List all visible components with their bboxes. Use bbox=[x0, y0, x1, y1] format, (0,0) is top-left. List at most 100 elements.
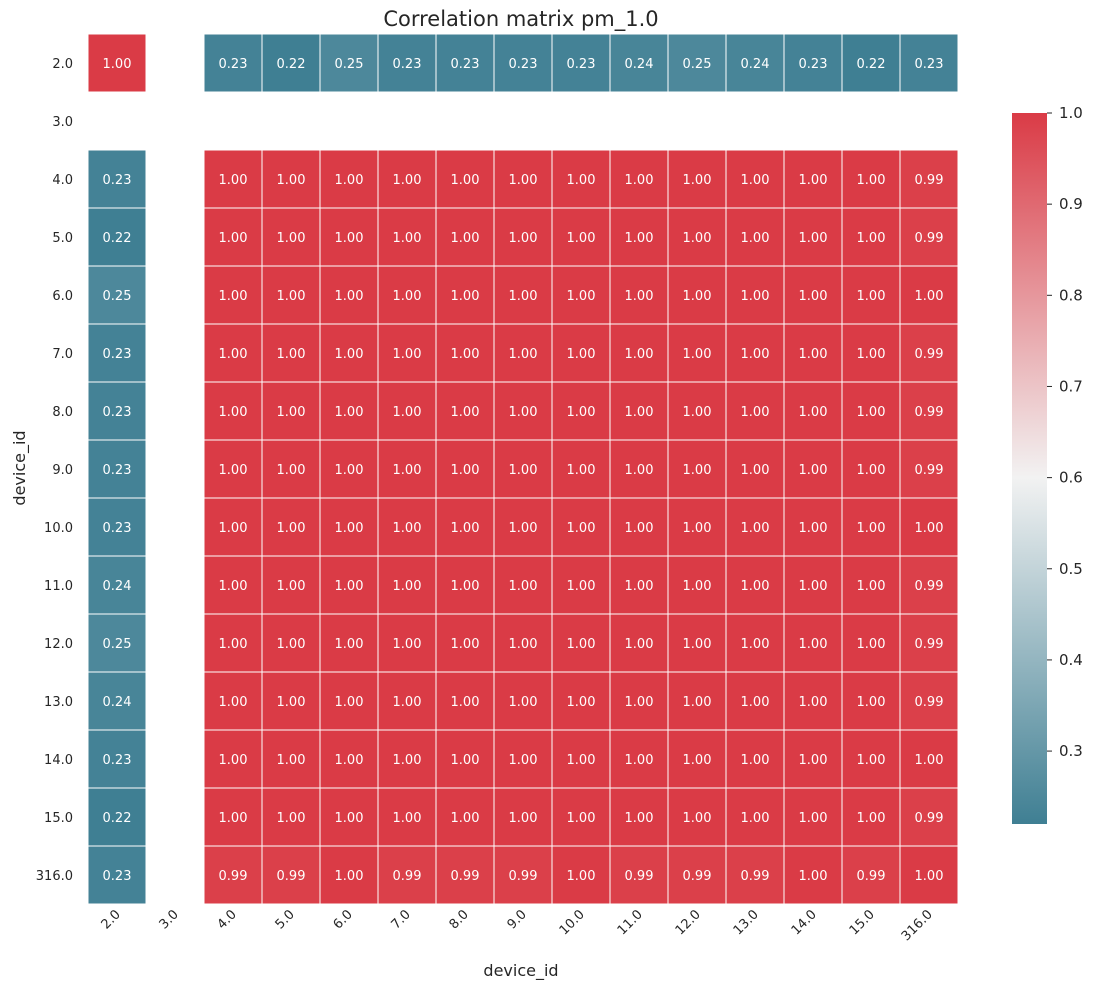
heatmap-cell bbox=[667, 323, 727, 383]
cell-value-label: 1.00 bbox=[335, 811, 364, 826]
cell-value-label: 1.00 bbox=[219, 695, 248, 710]
x-tick-label: 6.0 bbox=[331, 907, 356, 932]
heatmap-cell bbox=[87, 207, 147, 267]
heatmap-cell bbox=[493, 497, 553, 557]
y-tick-label: 6.0 bbox=[52, 289, 73, 304]
cell-value-label: 0.25 bbox=[683, 57, 712, 72]
cell-value-label: 0.99 bbox=[915, 173, 944, 188]
cell-value-label: 0.24 bbox=[103, 695, 132, 710]
colorbar-tick-label: 0.5 bbox=[1059, 560, 1083, 578]
cell-value-label: 1.00 bbox=[857, 231, 886, 246]
cell-value-label: 1.00 bbox=[451, 695, 480, 710]
heatmap-cell bbox=[609, 381, 669, 441]
cell-value-label: 1.00 bbox=[335, 579, 364, 594]
cell-value-label: 1.00 bbox=[335, 231, 364, 246]
x-tick-label: 12.0 bbox=[673, 907, 704, 938]
heatmap-cell bbox=[377, 33, 437, 93]
cell-value-label: 0.23 bbox=[393, 57, 422, 72]
x-tick-label: 316.0 bbox=[899, 907, 936, 944]
cell-value-label: 0.99 bbox=[857, 869, 886, 884]
heatmap-cell bbox=[377, 787, 437, 847]
cell-value-label: 1.00 bbox=[683, 463, 712, 478]
cell-value-label: 1.00 bbox=[335, 753, 364, 768]
cell-value-label: 1.00 bbox=[625, 637, 654, 652]
cell-value-label: 1.00 bbox=[567, 753, 596, 768]
cell-value-label: 1.00 bbox=[219, 173, 248, 188]
heatmap-cell bbox=[899, 33, 959, 93]
cell-value-label: 1.00 bbox=[799, 173, 828, 188]
heatmap-cell bbox=[551, 671, 611, 731]
x-tick-label: 10.0 bbox=[557, 907, 588, 938]
cell-value-label: 1.00 bbox=[741, 521, 770, 536]
cell-value-label: 1.00 bbox=[219, 405, 248, 420]
heatmap-cell bbox=[551, 207, 611, 267]
heatmap-cell bbox=[493, 845, 553, 905]
cell-value-label: 1.00 bbox=[625, 231, 654, 246]
cell-value-label: 1.00 bbox=[219, 521, 248, 536]
heatmap-cell bbox=[551, 787, 611, 847]
heatmap-cell bbox=[261, 323, 321, 383]
cell-value-label: 1.00 bbox=[567, 869, 596, 884]
cell-value-label: 1.00 bbox=[625, 811, 654, 826]
cell-value-label: 1.00 bbox=[915, 521, 944, 536]
cell-value-label: 1.00 bbox=[683, 579, 712, 594]
cell-value-label: 1.00 bbox=[219, 231, 248, 246]
cell-value-label: 1.00 bbox=[219, 579, 248, 594]
heatmap-cell bbox=[899, 497, 959, 557]
heatmap-cell bbox=[261, 265, 321, 325]
cell-value-label: 1.00 bbox=[857, 521, 886, 536]
colorbar-tick-label: 0.8 bbox=[1059, 286, 1083, 304]
cell-value-label: 1.00 bbox=[277, 695, 306, 710]
heatmap-cell bbox=[609, 729, 669, 789]
cell-value-label: 1.00 bbox=[625, 289, 654, 304]
heatmap-cell bbox=[725, 323, 785, 383]
heatmap-cell bbox=[87, 787, 147, 847]
cell-value-label: 1.00 bbox=[625, 521, 654, 536]
heatmap-cell bbox=[261, 671, 321, 731]
cell-value-label: 1.00 bbox=[277, 405, 306, 420]
heatmap-cell bbox=[87, 613, 147, 673]
heatmap-cell bbox=[725, 555, 785, 615]
heatmap-cell bbox=[261, 439, 321, 499]
heatmap-cell bbox=[725, 671, 785, 731]
cell-value-label: 0.99 bbox=[915, 463, 944, 478]
heatmap-cell bbox=[261, 729, 321, 789]
y-tick-label: 316.0 bbox=[36, 869, 73, 884]
cell-value-label: 1.00 bbox=[509, 173, 538, 188]
y-tick-labels: 2.0 3.0 4.0 5.0 6.0 7.0 8.0 9.0 10.0 11.0 12.0 13.0… bbox=[36, 57, 73, 884]
colorbar-tick-label: 0.9 bbox=[1059, 195, 1083, 213]
heatmap-cell bbox=[87, 555, 147, 615]
heatmap-cell bbox=[609, 149, 669, 209]
cell-value-label: 1.00 bbox=[857, 811, 886, 826]
y-tick-label: 15.0 bbox=[44, 811, 73, 826]
cell-value-label: 0.99 bbox=[915, 811, 944, 826]
cell-value-label: 1.00 bbox=[393, 579, 422, 594]
heatmap-cell bbox=[87, 729, 147, 789]
heatmap-cell bbox=[319, 845, 379, 905]
cell-value-label: 0.25 bbox=[335, 57, 364, 72]
heatmap-cell bbox=[203, 381, 263, 441]
cell-value-label: 1.00 bbox=[103, 57, 132, 72]
cell-value-label: 0.99 bbox=[915, 695, 944, 710]
cell-value-label: 1.00 bbox=[509, 405, 538, 420]
cell-value-label: 1.00 bbox=[451, 405, 480, 420]
heatmap-cell bbox=[667, 497, 727, 557]
y-axis-label: device_id bbox=[10, 430, 30, 505]
heatmap-cell bbox=[667, 787, 727, 847]
heatmap-cell bbox=[783, 671, 843, 731]
cell-value-label: 1.00 bbox=[509, 695, 538, 710]
cell-value-label: 1.00 bbox=[799, 347, 828, 362]
cell-value-label: 0.23 bbox=[219, 57, 248, 72]
cell-value-label: 1.00 bbox=[683, 521, 712, 536]
cell-value-label: 1.00 bbox=[219, 289, 248, 304]
heatmap-cell bbox=[87, 439, 147, 499]
cell-value-label: 1.00 bbox=[277, 289, 306, 304]
heatmap-cell bbox=[783, 265, 843, 325]
heatmap-cell bbox=[87, 671, 147, 731]
cell-value-label: 1.00 bbox=[857, 289, 886, 304]
heatmap-cell bbox=[435, 149, 495, 209]
colorbar-tick-label: 0.7 bbox=[1059, 377, 1083, 395]
y-tick-label: 7.0 bbox=[52, 347, 73, 362]
cell-value-label: 0.22 bbox=[103, 811, 132, 826]
cell-value-label: 0.99 bbox=[915, 637, 944, 652]
